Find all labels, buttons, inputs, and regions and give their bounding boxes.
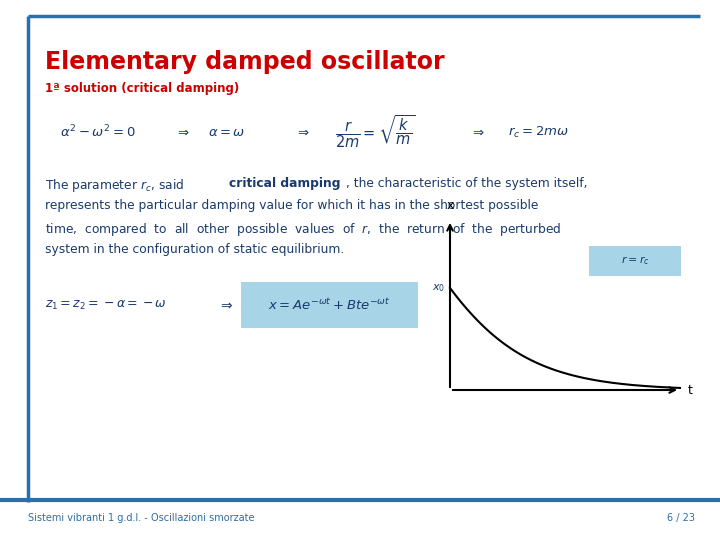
Text: $r_{c}=2m\omega$: $r_{c}=2m\omega$ bbox=[508, 124, 569, 139]
Text: 6 / 23: 6 / 23 bbox=[667, 513, 695, 523]
Text: $x_0$: $x_0$ bbox=[432, 282, 445, 294]
Text: $z_1=z_2=-\alpha=-\omega$: $z_1=z_2=-\alpha=-\omega$ bbox=[45, 299, 167, 312]
FancyBboxPatch shape bbox=[589, 246, 681, 276]
Text: system in the configuration of static equilibrium.: system in the configuration of static eq… bbox=[45, 243, 344, 256]
Text: t: t bbox=[688, 383, 693, 396]
Text: The parameter $r_c$, said: The parameter $r_c$, said bbox=[45, 177, 185, 194]
Text: $\Rightarrow$: $\Rightarrow$ bbox=[470, 125, 485, 138]
Text: $\Rightarrow$: $\Rightarrow$ bbox=[295, 125, 310, 138]
Text: time,  compared  to  all  other  possible  values  of  $r$,  the  return  of  th: time, compared to all other possible val… bbox=[45, 221, 562, 238]
Text: Elementary damped oscillator: Elementary damped oscillator bbox=[45, 50, 445, 74]
Text: $r=r_c$: $r=r_c$ bbox=[621, 254, 649, 267]
Text: x: x bbox=[446, 199, 454, 212]
Text: $\dfrac{r}{2m}=\sqrt{\dfrac{k}{m}}$: $\dfrac{r}{2m}=\sqrt{\dfrac{k}{m}}$ bbox=[335, 113, 415, 151]
Text: , the characteristic of the system itself,: , the characteristic of the system itsel… bbox=[346, 177, 588, 190]
Text: critical damping: critical damping bbox=[229, 177, 341, 190]
Text: $\Rightarrow$: $\Rightarrow$ bbox=[175, 125, 190, 138]
Text: represents the particular damping value for which it has in the shortest possibl: represents the particular damping value … bbox=[45, 199, 539, 212]
FancyBboxPatch shape bbox=[241, 282, 418, 328]
Text: $\Rightarrow$: $\Rightarrow$ bbox=[218, 298, 234, 312]
Text: 1ª solution (critical damping): 1ª solution (critical damping) bbox=[45, 82, 239, 95]
Text: $x=Ae^{-\omega t}+Bte^{-\omega t}$: $x=Ae^{-\omega t}+Bte^{-\omega t}$ bbox=[268, 297, 390, 313]
Text: $\alpha^{2}-\omega^{2}=0$: $\alpha^{2}-\omega^{2}=0$ bbox=[60, 124, 135, 140]
Text: $\alpha=\omega$: $\alpha=\omega$ bbox=[208, 125, 246, 138]
Text: Sistemi vibranti 1 g.d.l. - Oscillazioni smorzate: Sistemi vibranti 1 g.d.l. - Oscillazioni… bbox=[28, 513, 254, 523]
